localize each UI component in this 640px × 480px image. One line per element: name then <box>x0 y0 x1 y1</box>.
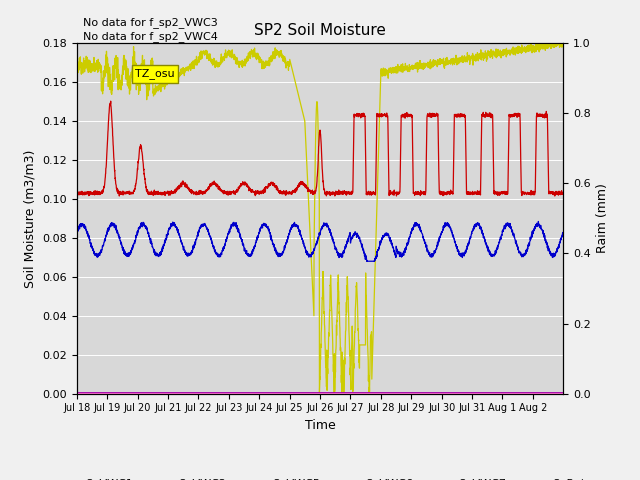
X-axis label: Time: Time <box>305 419 335 432</box>
Text: No data for f_sp2_VWC4: No data for f_sp2_VWC4 <box>83 31 218 42</box>
Title: SP2 Soil Moisture: SP2 Soil Moisture <box>254 23 386 38</box>
Legend: sp2_VWC1, sp2_VWC2, sp2_VWC5, sp2_VWC6, sp2_VWC7, sp2_Rain: sp2_VWC1, sp2_VWC2, sp2_VWC5, sp2_VWC6, … <box>44 473 596 480</box>
Y-axis label: Raim (mm): Raim (mm) <box>596 183 609 253</box>
Y-axis label: Soil Moisture (m3/m3): Soil Moisture (m3/m3) <box>24 149 36 288</box>
Text: TZ_osu: TZ_osu <box>135 69 175 79</box>
Text: No data for f_sp2_VWC3: No data for f_sp2_VWC3 <box>83 17 218 28</box>
